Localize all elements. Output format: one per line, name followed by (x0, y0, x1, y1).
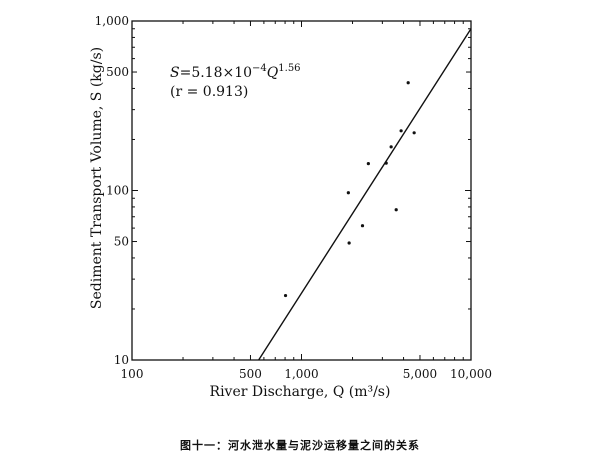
data-point (384, 161, 388, 165)
x-tick-label: 10,000 (450, 367, 492, 381)
data-point (412, 131, 416, 135)
data-point (346, 191, 350, 195)
data-point (360, 224, 365, 228)
data-point (394, 208, 398, 212)
data-point (366, 162, 370, 166)
tick-labels: 100 500 1,000 5,000 10,000 10 50 100 500 1,000 (95, 14, 492, 381)
data-point (399, 129, 403, 133)
y-tick-label: 1,000 (95, 14, 129, 28)
data-point (389, 145, 393, 149)
y-axis-label: Sediment Transport Volume, S (kg/s) (89, 47, 105, 309)
figure-caption: 图十一：河水泄水量与泥沙运移量之间的关系 (180, 439, 420, 452)
x-axis-label: River Discharge, Q (m³/s) (210, 384, 391, 400)
data-point (283, 293, 288, 298)
x-tick-label: 500 (239, 367, 262, 381)
data-point (406, 81, 410, 85)
y-tick-label: 50 (114, 235, 129, 249)
x-tick-label: 100 (121, 367, 144, 381)
regression-line (258, 28, 472, 361)
x-tick-label: 5,000 (403, 367, 437, 381)
correlation-annotation: (r = 0.913) (170, 84, 248, 100)
data-points (283, 81, 416, 298)
equation-annotation: S=5.18×10−4Q1.56 (170, 63, 301, 81)
y-tick-label: 100 (106, 184, 129, 198)
data-point (347, 241, 351, 245)
axis-ticks (132, 21, 471, 360)
x-tick-label: 1,000 (284, 367, 318, 381)
fit-line (258, 28, 472, 361)
y-tick-label: 10 (114, 353, 129, 367)
y-tick-label: 500 (106, 65, 129, 79)
